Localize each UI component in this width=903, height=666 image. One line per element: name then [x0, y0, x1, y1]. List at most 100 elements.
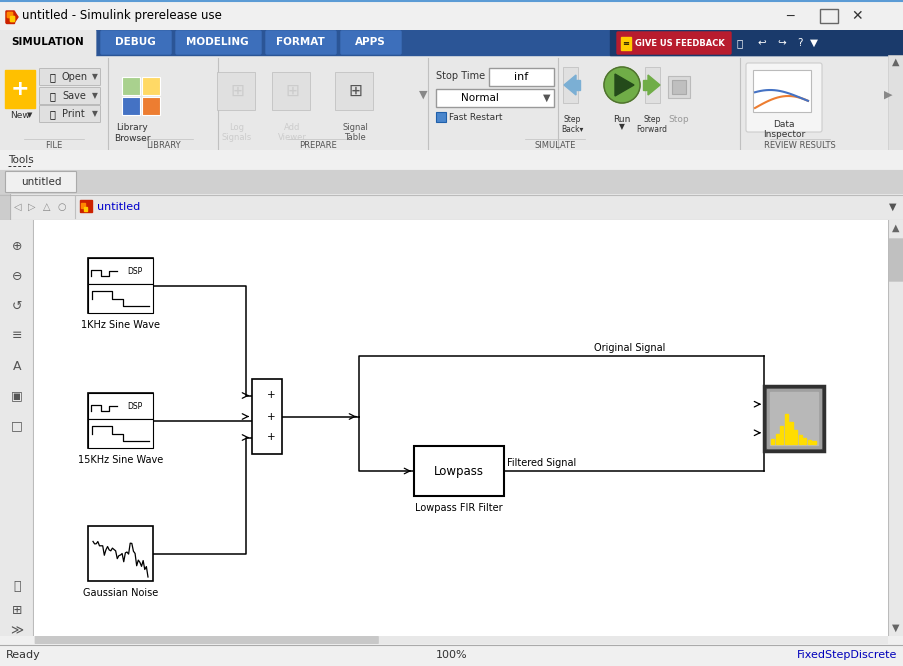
Text: ▼: ▼ [543, 93, 550, 103]
Text: Add
Viewer: Add Viewer [277, 123, 306, 143]
Bar [122, 97, 140, 115]
Circle shape [603, 67, 639, 103]
Text: APPS: APPS [354, 37, 385, 47]
Bar [766, 389, 820, 448]
Bar [0, 30, 95, 62]
Polygon shape [563, 67, 577, 103]
Text: untitled - Simulink prerelease use: untitled - Simulink prerelease use [22, 9, 221, 23]
Text: +: + [267, 432, 275, 442]
Text: ⊖: ⊖ [12, 270, 23, 282]
Text: GIVE US FEEDBACK: GIVE US FEEDBACK [635, 39, 724, 47]
Text: ▲: ▲ [891, 57, 898, 67]
Bar [5, 70, 35, 108]
FancyBboxPatch shape [340, 31, 401, 54]
Text: ⊞: ⊞ [12, 605, 23, 617]
Bar [88, 258, 153, 284]
Bar [0, 30, 95, 55]
Text: Print: Print [62, 109, 85, 119]
Bar [779, 426, 783, 444]
Text: REVIEW RESULTS: REVIEW RESULTS [763, 141, 835, 151]
Text: 💾: 💾 [50, 91, 56, 101]
Bar [435, 112, 445, 122]
FancyBboxPatch shape [176, 31, 261, 54]
Text: ▶: ▶ [883, 90, 891, 100]
Polygon shape [644, 67, 659, 103]
Text: Stop: Stop [668, 115, 689, 124]
Text: DSP: DSP [127, 402, 143, 411]
Text: ○: ○ [58, 202, 66, 212]
Bar [7, 12, 12, 17]
Bar [122, 77, 140, 95]
Bar [7, 12, 12, 17]
Text: SIMULATE: SIMULATE [534, 141, 575, 151]
Text: ▼: ▼ [92, 73, 98, 81]
Bar [10, 16, 14, 21]
Bar [763, 386, 824, 451]
Text: ⊕: ⊕ [12, 240, 23, 252]
Bar [84, 207, 87, 211]
Text: FORMAT: FORMAT [275, 37, 324, 47]
FancyBboxPatch shape [745, 63, 821, 132]
Polygon shape [614, 74, 633, 96]
Text: ▲: ▲ [891, 223, 898, 233]
Bar [667, 76, 689, 98]
Bar [819, 9, 837, 23]
Text: Filtered Signal: Filtered Signal [507, 458, 575, 468]
Text: DSP: DSP [127, 266, 143, 276]
Text: ▼: ▼ [27, 112, 33, 118]
Text: untitled: untitled [97, 202, 140, 212]
Bar [769, 392, 817, 445]
Bar [642, 80, 647, 90]
Text: △: △ [43, 202, 51, 212]
Bar [802, 438, 805, 444]
Text: ?: ? [796, 38, 802, 48]
Bar [610, 30, 903, 55]
Text: ▣: ▣ [11, 390, 23, 402]
Text: A: A [13, 360, 22, 372]
Bar [217, 72, 255, 110]
Text: +: + [11, 79, 29, 99]
Text: Fast Restart: Fast Restart [449, 113, 502, 121]
FancyBboxPatch shape [489, 68, 554, 86]
Bar [88, 284, 153, 313]
FancyBboxPatch shape [40, 87, 100, 105]
FancyBboxPatch shape [40, 105, 100, 123]
Text: ◁: ◁ [14, 202, 22, 212]
Text: ▼: ▼ [92, 109, 98, 119]
Bar [788, 422, 792, 444]
Bar [6, 11, 14, 23]
Bar [0, 30, 903, 55]
Bar [335, 72, 373, 110]
Text: 🖨: 🖨 [50, 109, 56, 119]
Text: Save: Save [62, 91, 86, 101]
Text: ≡: ≡ [622, 39, 628, 48]
Text: □: □ [11, 420, 23, 432]
FancyBboxPatch shape [35, 637, 377, 643]
Text: Run: Run [612, 115, 630, 124]
Text: ▼: ▼ [809, 38, 817, 48]
Bar [88, 420, 153, 448]
Bar [142, 77, 160, 95]
Text: PREPARE: PREPARE [299, 141, 337, 151]
Text: ↺: ↺ [12, 300, 23, 312]
Text: ✕: ✕ [851, 9, 861, 23]
Text: 1KHz Sine Wave: 1KHz Sine Wave [81, 320, 160, 330]
Text: Lowpass: Lowpass [433, 464, 483, 478]
Text: Original Signal: Original Signal [593, 343, 665, 353]
Bar [81, 203, 85, 208]
Polygon shape [563, 75, 575, 95]
Text: ▼: ▼ [92, 91, 98, 101]
Text: ▼: ▼ [891, 623, 898, 633]
Bar [0, 194, 10, 220]
Bar [0, 55, 903, 150]
Text: Tools: Tools [8, 155, 33, 165]
Text: +: + [267, 412, 275, 422]
Text: Open: Open [62, 72, 88, 82]
FancyBboxPatch shape [40, 69, 100, 85]
Text: New: New [10, 111, 30, 119]
Text: 💾: 💾 [736, 38, 742, 48]
Bar [752, 70, 810, 112]
Text: ─: ─ [786, 9, 793, 23]
Text: ▷: ▷ [28, 202, 36, 212]
FancyBboxPatch shape [101, 31, 171, 54]
